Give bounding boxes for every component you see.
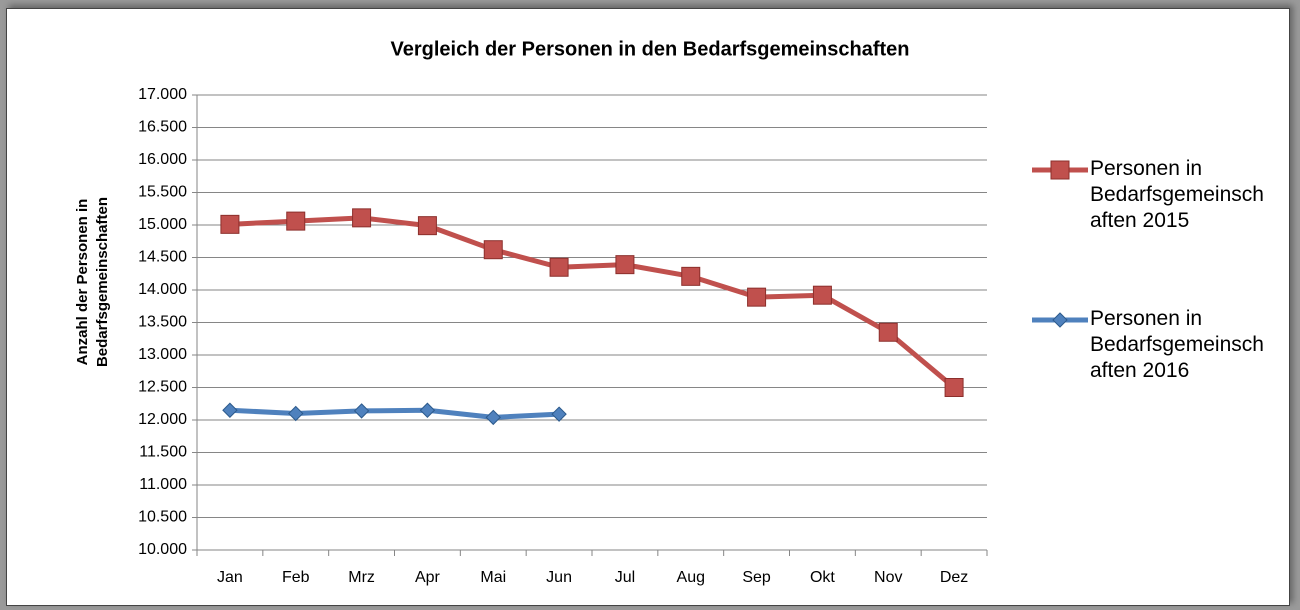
- marker: [353, 403, 370, 419]
- marker: [222, 402, 238, 418]
- x-tick-label: Nov: [874, 569, 902, 586]
- marker: [615, 255, 635, 275]
- marker: [878, 322, 898, 342]
- x-tick-label: Okt: [810, 569, 835, 586]
- y-tick-label: 10.000: [138, 541, 187, 558]
- marker: [483, 240, 503, 260]
- y-tick-label: 11.000: [139, 476, 187, 493]
- legend-label: Personen in Bedarfsgemeinschaften 2015: [1090, 157, 1264, 232]
- chart-frame: [6, 8, 1290, 606]
- y-axis-title: Anzahl der Personen in Bedarfsgemeinscha…: [74, 196, 111, 368]
- x-tick-label: Mai: [480, 569, 506, 586]
- y-tick-label: 16.500: [138, 119, 187, 136]
- legend-label: Personen in Bedarfsgemeinschaften 2016: [1090, 307, 1264, 382]
- marker: [747, 287, 767, 307]
- series: [220, 208, 964, 397]
- y-tick-label: 13.500: [138, 314, 187, 331]
- y-tick-label: 13.000: [138, 346, 187, 363]
- x-tick-label: Apr: [415, 569, 441, 586]
- y-tick-label: 17.000: [138, 86, 187, 103]
- marker: [812, 285, 832, 305]
- marker: [419, 402, 436, 418]
- marker: [681, 266, 701, 286]
- series: [222, 402, 567, 426]
- chart-title: Vergleich der Personen in den Bedarfsgem…: [390, 38, 909, 60]
- y-tick-label: 15.500: [138, 184, 187, 201]
- x-tick-label: Jan: [217, 569, 243, 586]
- marker: [485, 409, 501, 426]
- legend-marker: [1050, 160, 1070, 180]
- marker: [551, 406, 567, 422]
- y-tick-label: 10.500: [138, 509, 187, 526]
- legend-marker: [1052, 312, 1068, 328]
- y-tick-label: 16.000: [138, 151, 187, 168]
- y-tick-label: 11.500: [139, 444, 187, 461]
- y-tick-label: 12.000: [138, 411, 187, 428]
- x-tick-label: Dez: [940, 569, 968, 586]
- marker: [944, 378, 964, 397]
- marker: [352, 208, 372, 228]
- x-tick-label: Aug: [677, 569, 705, 586]
- x-tick-label: Sep: [742, 569, 771, 586]
- x-tick-label: Jun: [546, 569, 572, 586]
- line: [229, 215, 956, 390]
- y-tick-label: 12.500: [138, 379, 187, 396]
- marker: [220, 214, 240, 234]
- marker: [549, 257, 569, 277]
- y-tick-label: 14.500: [138, 249, 187, 266]
- x-tick-label: Mrz: [348, 569, 375, 586]
- line: [229, 407, 560, 420]
- y-tick-label: 14.000: [138, 281, 187, 298]
- marker: [288, 405, 304, 422]
- marker: [286, 211, 306, 231]
- x-tick-label: Jul: [615, 569, 635, 586]
- marker: [417, 216, 437, 236]
- y-tick-label: 15.000: [138, 216, 187, 233]
- x-tick-label: Feb: [282, 569, 310, 586]
